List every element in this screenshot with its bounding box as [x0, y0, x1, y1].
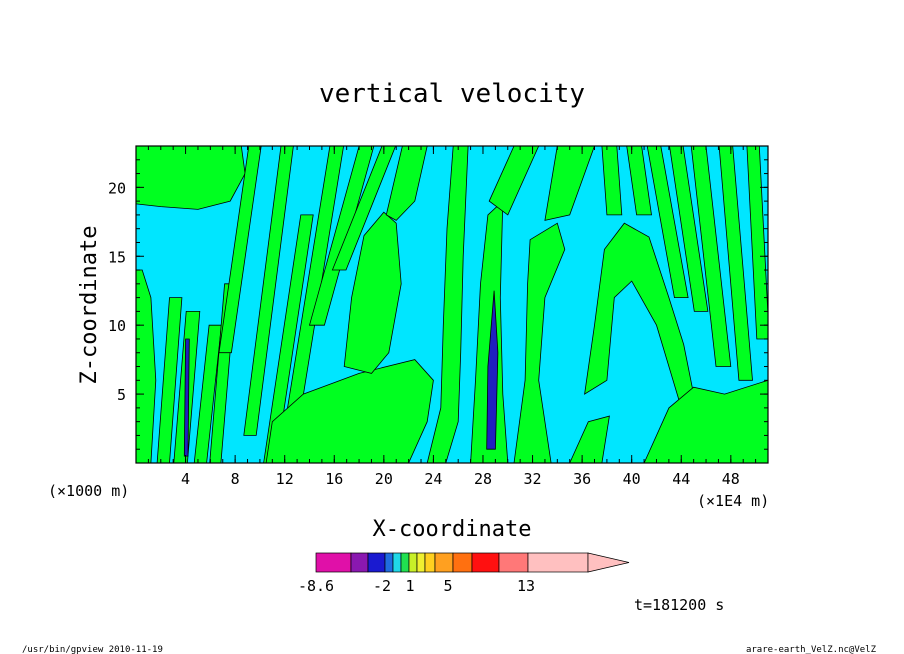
colorbar-swatch: [471, 552, 500, 573]
updraft-band: [385, 146, 428, 221]
colorbar-swatch: [408, 552, 418, 573]
x-tick-label: 4: [181, 470, 190, 488]
updraft-tongue: [426, 146, 469, 463]
colorbar-label: -2: [373, 577, 391, 595]
time-annotation: t=181200 s: [634, 596, 724, 614]
colorbar-swatch: [400, 552, 410, 573]
colorbar: -8.6 -2 1 5 13: [298, 552, 630, 595]
updraft-tongue: [343, 211, 402, 374]
y-axis-unit: (×1000 m): [48, 482, 129, 500]
updraft-band: [718, 146, 753, 381]
colorbar-swatch: [416, 552, 426, 573]
colorbar-swatch: [527, 552, 589, 573]
updraft-region: [513, 222, 566, 463]
updraft-band: [544, 146, 595, 221]
x-axis-label: X-coordinate: [373, 517, 532, 542]
x-tick-label: 12: [276, 470, 294, 488]
colorbar-extend-arrow: [587, 552, 630, 573]
colorbar-swatch: [392, 552, 402, 573]
x-axis-unit: (×1E4 m): [697, 492, 769, 510]
updraft-band: [626, 146, 652, 216]
updraft-band: [646, 146, 689, 298]
updraft-band: [156, 297, 183, 463]
updraft-band: [243, 146, 294, 436]
colorbar-swatch: [452, 552, 473, 573]
chart-title: vertical velocity: [319, 79, 585, 109]
y-axis-label: Z-coordinate: [77, 226, 102, 385]
x-tick-label: 28: [474, 470, 492, 488]
updraft-band: [569, 415, 610, 463]
plot-frame: [135, 145, 769, 464]
updraft-band: [308, 146, 375, 326]
colorbar-swatch: [424, 552, 436, 573]
x-tick-label: 36: [573, 470, 591, 488]
updraft-band: [690, 146, 732, 367]
updraft-band: [218, 146, 262, 354]
updraft-band: [488, 146, 540, 216]
colorbar-label: 5: [443, 577, 452, 595]
x-tick-label: 20: [375, 470, 393, 488]
updraft-region: [136, 146, 246, 210]
x-tick-label: 40: [623, 470, 641, 488]
updraft-band: [136, 269, 157, 463]
updraft-region: [643, 379, 768, 463]
updraft-arch: [584, 222, 695, 409]
x-tick-label: 44: [672, 470, 690, 488]
updraft-band: [669, 146, 709, 312]
colorbar-swatch: [384, 552, 394, 573]
colorbar-swatch: [434, 552, 454, 573]
colorbar-swatch: [315, 552, 352, 573]
updraft-band: [331, 146, 397, 271]
colorbar-swatch: [367, 552, 386, 573]
updraft-region: [265, 359, 434, 463]
colorbar-label: 13: [517, 577, 535, 595]
colorbar-swatch: [498, 552, 529, 573]
x-tick-label: 32: [524, 470, 542, 488]
y-tick-label: 5: [117, 386, 126, 404]
downdraft-streak: [183, 338, 190, 457]
y-tick-label: 10: [108, 317, 126, 335]
colorbar-label: -8.6: [298, 577, 334, 595]
footer-left: /usr/bin/gpview 2010-11-19: [22, 645, 163, 654]
downdraft-core: [486, 290, 499, 450]
colorbar-label: 1: [405, 577, 414, 595]
x-tick-label: 48: [722, 470, 740, 488]
x-tick-label: 8: [231, 470, 240, 488]
y-tick-label: 20: [108, 179, 126, 197]
footer-right: arare-earth_VelZ.nc@VelZ: [746, 645, 877, 654]
x-tick-label: 16: [325, 470, 343, 488]
updraft-band: [263, 214, 314, 463]
x-tick-label: 24: [424, 470, 442, 488]
colorbar-swatch: [350, 552, 369, 573]
updraft-band: [601, 146, 623, 216]
velocity-field: [136, 146, 768, 463]
y-tick-label: 15: [108, 248, 126, 266]
